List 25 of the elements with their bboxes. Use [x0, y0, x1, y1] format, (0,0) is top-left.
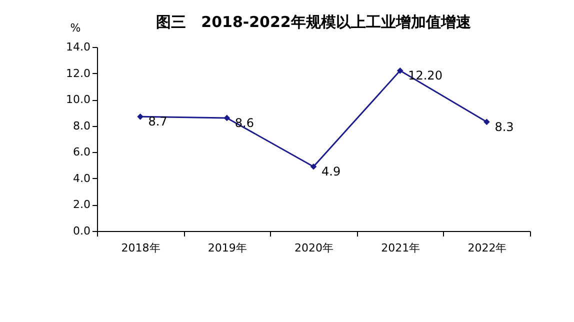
- x-tick-label: 2018年: [121, 242, 160, 254]
- y-tick-label: 12.0: [66, 66, 90, 80]
- point: [310, 163, 317, 170]
- x-tick-label: 2019年: [208, 242, 247, 254]
- point: [396, 67, 404, 74]
- y-tick-label: 0.0: [73, 224, 90, 238]
- y-tick-label: 6.0: [73, 146, 90, 159]
- x-tick-label: 2020年: [294, 242, 334, 254]
- point: [224, 114, 230, 122]
- data-label: 8.6: [234, 116, 254, 130]
- y-tick-label: 14.0: [66, 40, 90, 54]
- y-tick-label: 4.0: [73, 172, 90, 185]
- y-tick-label: 10.0: [66, 93, 90, 106]
- data-label: 8.7: [148, 114, 168, 129]
- point: [484, 118, 490, 126]
- data-label: 8.3: [494, 120, 514, 134]
- y-tick-label: 8.0: [73, 119, 90, 132]
- x-tick-label: 2021年: [381, 242, 420, 254]
- y-axis-title: %: [70, 22, 81, 34]
- y-tick-label: 2.0: [73, 198, 90, 212]
- x-tick-label: 2022年: [468, 242, 507, 254]
- point: [137, 113, 144, 120]
- chart-title: 图三 2018-2022年规模以上工业增加值增速: [156, 13, 472, 31]
- data-label: 12.20: [408, 68, 442, 83]
- data-label: 4.9: [322, 164, 341, 179]
